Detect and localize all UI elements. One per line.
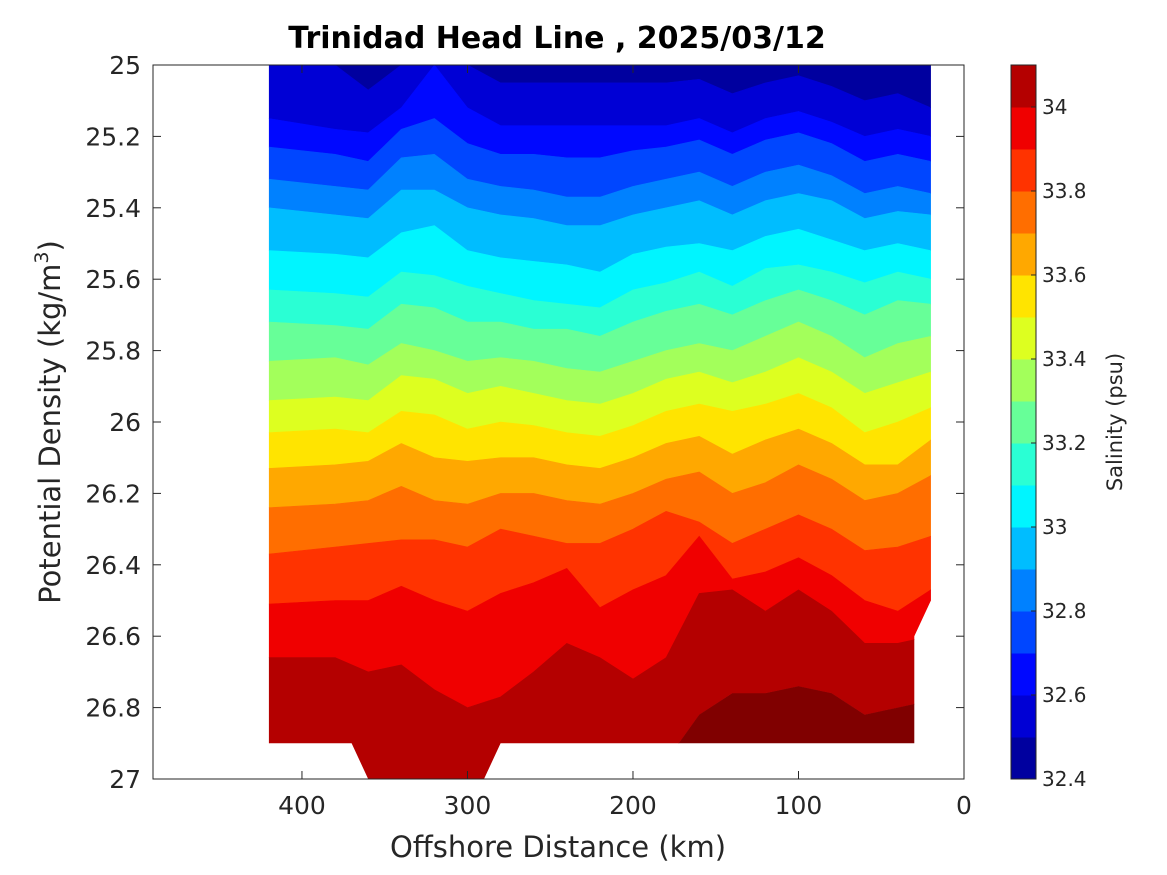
y-tick-label: 27 xyxy=(109,765,141,794)
colorbar-tick-label: 33.8 xyxy=(1042,179,1087,203)
colorbar-segment xyxy=(1011,401,1036,444)
colorbar-segment xyxy=(1011,569,1036,612)
y-tick-label: 25.6 xyxy=(85,265,141,294)
x-tick-label: 200 xyxy=(609,791,657,820)
colorbar-segment xyxy=(1011,65,1036,108)
x-tick-labels: 400 300 200 100 0 xyxy=(278,791,972,820)
colorbar-segment xyxy=(1011,275,1036,318)
y-tick-label: 26.2 xyxy=(85,479,141,508)
y-tick-label: 26 xyxy=(109,408,141,437)
colorbar-segment xyxy=(1011,737,1036,780)
y-axis-label-main: Potential Density (kg/m xyxy=(33,264,67,604)
colorbar-segment xyxy=(1011,485,1036,528)
y-tick-label: 25.2 xyxy=(85,122,141,151)
colorbar-frame xyxy=(1010,64,1037,780)
colorbar-tick-label: 33.6 xyxy=(1042,263,1087,287)
colorbar-segment xyxy=(1011,107,1036,150)
y-tick-label: 25.8 xyxy=(85,337,141,366)
colorbar-label: Salinity (psu) xyxy=(1103,353,1127,491)
colorbar-segment xyxy=(1011,695,1036,738)
y-tick-label: 25 xyxy=(109,51,141,80)
x-tick-label: 400 xyxy=(278,791,326,820)
colorbar-tick-label: 32.4 xyxy=(1042,767,1087,791)
y-tick-label: 26.6 xyxy=(85,622,141,651)
y-tick-label: 25.4 xyxy=(85,194,141,223)
colorbar-tick-label: 33.4 xyxy=(1042,347,1087,371)
colorbar-segment xyxy=(1011,527,1036,570)
colorbar-tick-label: 32.8 xyxy=(1042,599,1087,623)
colorbar-tick-label: 34 xyxy=(1042,95,1067,119)
colorbar-tick-label: 33 xyxy=(1042,515,1067,539)
colorbar-tick-label: 32.6 xyxy=(1042,683,1087,707)
colorbar-segment xyxy=(1011,233,1036,276)
colorbar-segment xyxy=(1011,317,1036,360)
colorbar-segment xyxy=(1011,653,1036,696)
x-tick-label: 300 xyxy=(444,791,492,820)
contour-fill-layer xyxy=(268,65,931,779)
colorbar-segment xyxy=(1011,359,1036,402)
axes xyxy=(152,64,965,780)
colorbar-segment xyxy=(1011,443,1036,486)
chart-title: Trinidad Head Line , 2025/03/12 xyxy=(288,21,825,56)
y-axis-label-close: ) xyxy=(33,240,67,251)
y-tick-label: 26.4 xyxy=(85,551,141,580)
y-tick-label: 26.8 xyxy=(85,694,141,723)
contour-band-17 xyxy=(268,589,931,779)
colorbar-segment xyxy=(1011,149,1036,192)
colorbar-segment xyxy=(1011,191,1036,234)
x-tick-label: 100 xyxy=(775,791,823,820)
x-tick-label: 0 xyxy=(956,791,972,820)
y-tick-labels: 25 25.2 25.4 25.6 25.8 26 26.2 26.4 26.6 26.8 27 xyxy=(85,51,141,794)
colorbar-segment xyxy=(1011,611,1036,654)
x-axis-label: Offshore Distance (km) xyxy=(390,830,726,864)
colorbar-tick-label: 33.2 xyxy=(1042,431,1087,455)
colorbar xyxy=(1010,64,1037,780)
y-axis-label: Potential Density (kg/m3) xyxy=(31,240,67,604)
colorbar-tick-labels: 32.4 32.6 32.8 33 33.2 33.4 33.6 33.8 34 xyxy=(1042,95,1087,791)
y-axis-label-superscript: 3 xyxy=(31,251,53,263)
